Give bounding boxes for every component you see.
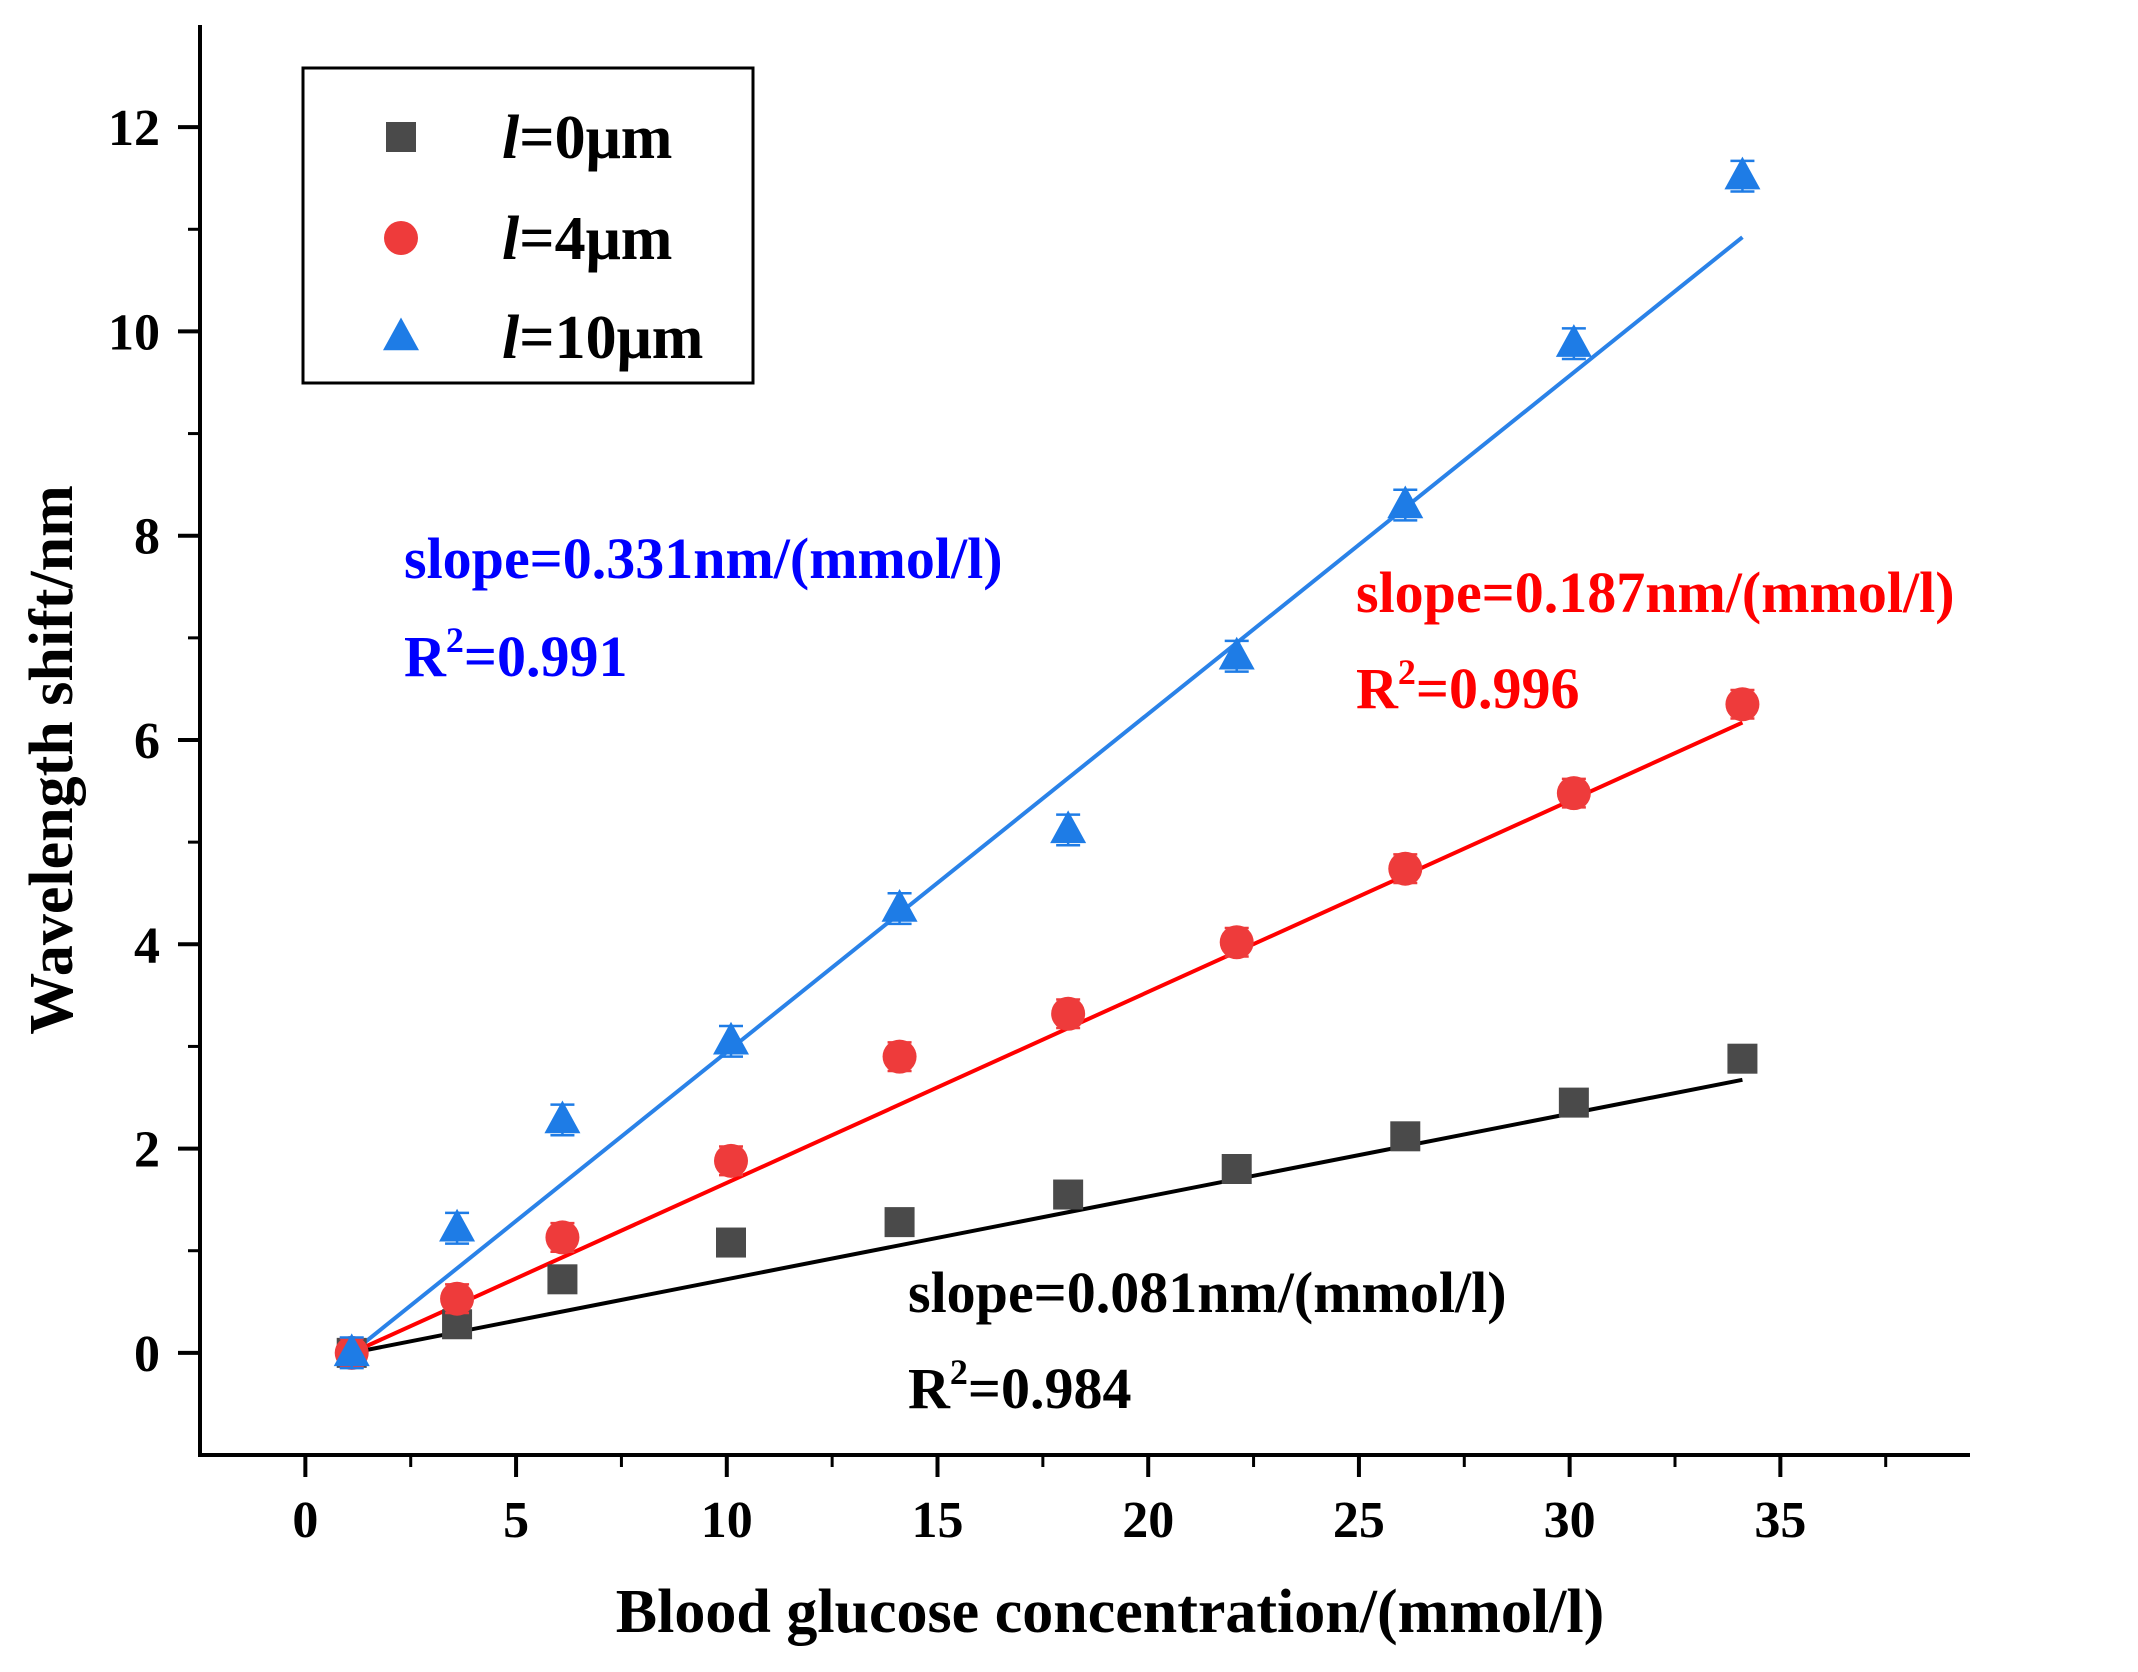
legend: l=0μm l=4μm l=10μm [301, 66, 755, 385]
x-axis-title: Blood glucose concentration/(mmol/l) [616, 1578, 1604, 1646]
data-point [1727, 1043, 1758, 1074]
data-point [440, 1281, 475, 1316]
legend-marker [384, 221, 418, 255]
legend-box [301, 66, 755, 385]
data-point [1725, 687, 1760, 722]
y-tick-label: 12 [108, 100, 160, 157]
data-point [1219, 925, 1254, 960]
data-point [1390, 1121, 1421, 1152]
data-point [1724, 156, 1761, 190]
legend-marker [386, 122, 416, 152]
legend-label: l=10μm [502, 304, 703, 372]
data-point [881, 889, 918, 922]
r-squared-annotation: R2=0.991 [404, 620, 627, 689]
legend-label: l=0μm [502, 104, 672, 172]
r-squared-annotation: R2=0.996 [1356, 652, 1579, 721]
x-tick-label: 10 [701, 1492, 753, 1549]
slope-annotation: slope=0.187nm/(mmol/l) [1356, 560, 1955, 625]
data-points [333, 156, 1761, 1370]
fit-line [350, 235, 1744, 1355]
fit-line [351, 1077, 1743, 1355]
data-point [882, 1039, 917, 1074]
y-axis-title: Wavelength shift/nm [18, 485, 86, 1034]
slope-annotation: slope=0.081nm/(mmol/l) [908, 1260, 1507, 1325]
data-point [1388, 851, 1423, 886]
y-tick-label: 6 [134, 713, 160, 770]
fit-line [350, 720, 1744, 1355]
data-point [439, 1208, 476, 1242]
y-tick-label: 2 [134, 1122, 160, 1179]
data-point [1051, 996, 1086, 1031]
data-point [714, 1143, 748, 1178]
y-tick-label: 10 [108, 304, 160, 361]
data-point [716, 1227, 746, 1258]
data-point [1053, 1179, 1084, 1210]
fit-lines [350, 235, 1744, 1355]
y-tick-label: 4 [134, 917, 160, 974]
data-point [1387, 485, 1424, 519]
x-tick-label: 0 [292, 1492, 318, 1549]
y-axis-ticks: 0 2 4 6 8 10 12 [108, 100, 200, 1383]
data-point [547, 1264, 578, 1295]
data-point [1555, 324, 1592, 357]
x-axis-ticks: 0 5 10 15 20 25 30 35 [292, 1455, 1888, 1549]
data-point [1221, 1154, 1252, 1184]
legend-marker [383, 317, 419, 351]
x-tick-label: 25 [1333, 1492, 1385, 1549]
data-point [713, 1021, 749, 1055]
data-point [1050, 810, 1087, 844]
data-point [884, 1207, 915, 1238]
r-squared-annotation: R2=0.984 [908, 1352, 1131, 1421]
data-point [333, 1333, 370, 1367]
x-tick-label: 35 [1754, 1492, 1806, 1549]
annotations: slope=0.081nm/(mmol/l) R2=0.984 slope=0.18… [404, 526, 1955, 1421]
data-point [545, 1220, 580, 1255]
x-tick-label: 20 [1122, 1492, 1174, 1549]
y-tick-label: 8 [134, 509, 160, 566]
data-point [1556, 776, 1591, 811]
x-tick-label: 5 [503, 1492, 529, 1549]
x-tick-label: 15 [912, 1492, 964, 1549]
slope-annotation: slope=0.331nm/(mmol/l) [404, 526, 1003, 591]
data-point [1218, 636, 1255, 670]
data-point [544, 1100, 581, 1134]
data-point [1558, 1087, 1589, 1118]
legend-label: l=4μm [502, 205, 672, 273]
y-tick-label: 0 [134, 1326, 160, 1383]
x-tick-label: 30 [1544, 1492, 1596, 1549]
